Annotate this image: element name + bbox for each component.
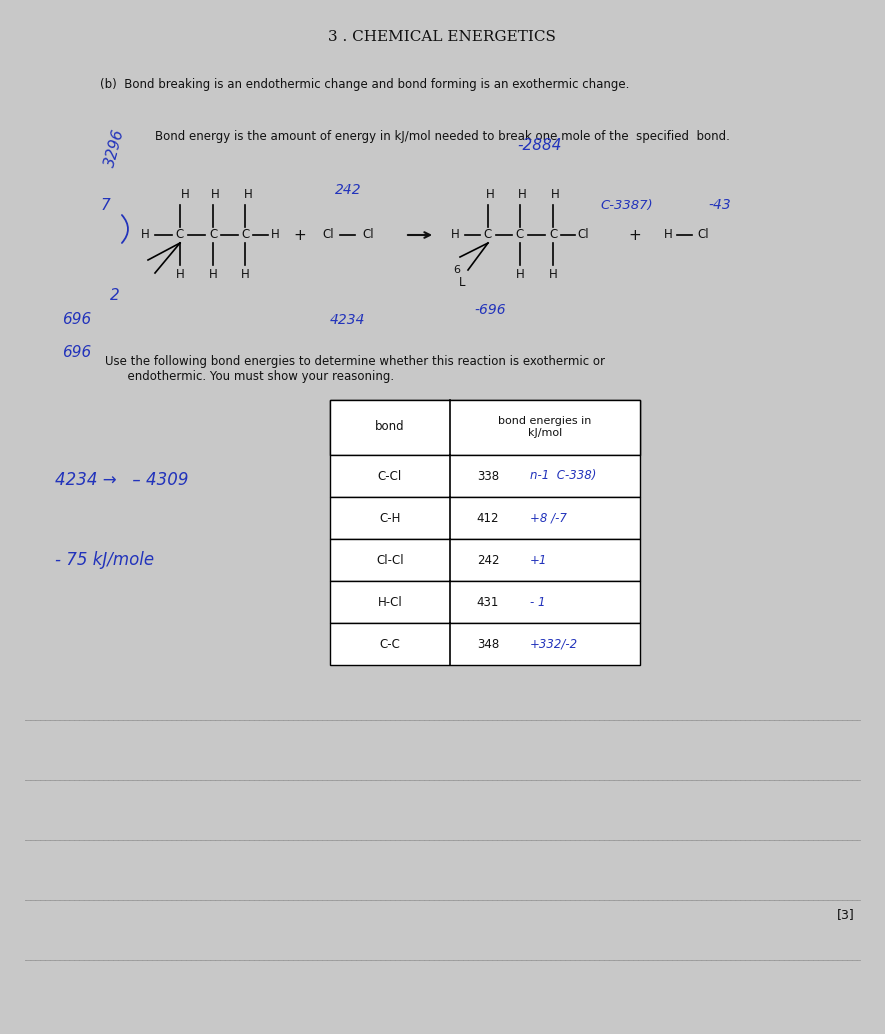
Text: C: C [484,229,492,242]
Text: 4234: 4234 [330,313,366,327]
Text: C: C [241,229,249,242]
Text: H: H [486,188,495,202]
Text: 242: 242 [335,183,361,197]
Text: H: H [518,188,527,202]
Text: [3]: [3] [837,909,855,921]
Text: 338: 338 [477,469,499,483]
Text: Cl: Cl [577,229,589,242]
Bar [330,624,640,665]
Text: bond energies in
kJ/mol: bond energies in kJ/mol [498,417,592,437]
Text: - 75 kJ/mole: - 75 kJ/mole [55,551,154,569]
Text: H: H [450,229,459,242]
Text: 3296: 3296 [103,127,127,169]
Bar [330,497,640,539]
Text: 696: 696 [62,345,91,360]
Text: C: C [549,229,558,242]
Text: H: H [209,269,218,281]
Bar [330,539,640,581]
Text: C: C [209,229,217,242]
Text: +: + [294,227,306,243]
Text: H: H [211,188,219,202]
Text: 3 . CHEMICAL ENERGETICS: 3 . CHEMICAL ENERGETICS [328,30,556,44]
Text: C: C [516,229,524,242]
Text: Use the following bond energies to determine whether this reaction is exothermic: Use the following bond energies to deter… [105,355,605,383]
Text: Cl-Cl: Cl-Cl [376,553,404,567]
Text: -43: -43 [709,197,731,212]
Text: +1: +1 [530,553,548,567]
Text: Cl: Cl [322,229,334,242]
Text: - 1: - 1 [530,596,545,608]
Text: H: H [550,188,559,202]
Text: L: L [458,276,466,290]
Bar [330,581,640,624]
Text: 696: 696 [62,312,91,328]
Text: C-H: C-H [380,512,401,524]
Text: 412: 412 [477,512,499,524]
Text: 6: 6 [453,265,460,275]
Text: bond: bond [375,421,404,433]
Text: C-Cl: C-Cl [378,469,402,483]
Text: n-1  C-338): n-1 C-338) [530,469,596,483]
Text: H: H [516,269,525,281]
Text: 242: 242 [477,553,499,567]
Text: -696: -696 [474,303,506,317]
Text: C-C: C-C [380,638,400,650]
Text: Bond energy is the amount of energy in kJ/mol needed to break one mole of the  s: Bond energy is the amount of energy in k… [155,130,730,143]
Text: H-Cl: H-Cl [378,596,403,608]
Text: H: H [141,229,150,242]
Text: Cl: Cl [362,229,373,242]
Text: +8 /-7: +8 /-7 [530,512,567,524]
Text: H: H [181,188,189,202]
Text: 7: 7 [100,197,110,213]
Text: -2884: -2884 [518,138,562,152]
Bar [330,455,640,497]
Text: 348: 348 [477,638,499,650]
Text: 4234 →   – 4309: 4234 → – 4309 [55,472,189,489]
Bar [330,400,640,455]
Bar [330,400,640,455]
Text: H: H [549,269,558,281]
Text: 431: 431 [477,596,499,608]
Text: H: H [243,188,252,202]
Text: Cl: Cl [697,229,709,242]
Text: H: H [241,269,250,281]
Text: H: H [271,229,280,242]
Text: +332/-2: +332/-2 [530,638,578,650]
Text: C-3387): C-3387) [600,199,652,212]
Text: H: H [664,229,673,242]
Text: 2: 2 [110,287,119,303]
Text: C: C [176,229,184,242]
Text: H: H [175,269,184,281]
Text: (b)  Bond breaking is an endothermic change and bond forming is an exothermic ch: (b) Bond breaking is an endothermic chan… [100,78,629,91]
Text: +: + [628,227,642,243]
